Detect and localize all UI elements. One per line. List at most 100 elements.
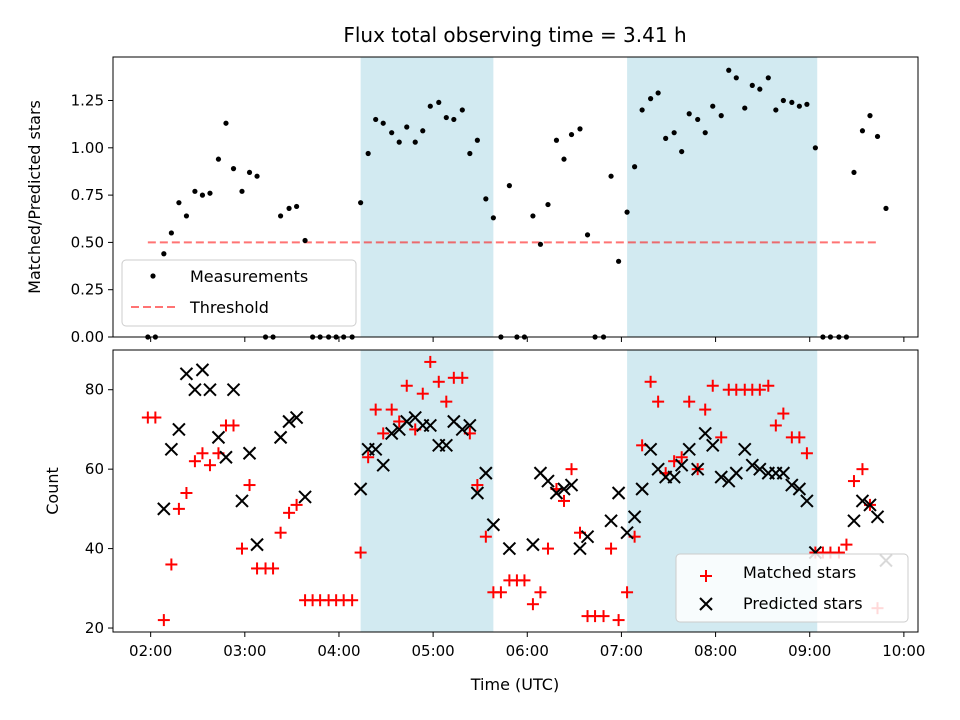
matched-stars-point bbox=[180, 486, 193, 499]
count-y-tick-label: 60 bbox=[85, 460, 104, 478]
measurement-point bbox=[561, 156, 567, 162]
matched-stars-point bbox=[856, 463, 869, 476]
count-legend-box bbox=[675, 553, 909, 623]
matched-stars-point bbox=[699, 403, 712, 416]
measurement-point bbox=[443, 114, 449, 121]
predicted-stars-point bbox=[289, 410, 304, 425]
measurement-point bbox=[710, 103, 716, 109]
matched-stars-point bbox=[605, 542, 618, 555]
x-tick-label: 09:00 bbox=[788, 642, 831, 660]
matched-stars-point bbox=[847, 475, 860, 488]
matched-stars-point bbox=[157, 614, 170, 627]
matched-stars-point bbox=[227, 419, 240, 432]
measurement-point bbox=[459, 107, 465, 113]
measurement-point bbox=[420, 128, 426, 134]
predicted-stars-point bbox=[423, 418, 437, 433]
legend-matched-marker bbox=[700, 570, 712, 582]
measurement-point bbox=[239, 188, 245, 194]
measurement-point bbox=[404, 124, 410, 130]
x-tick-label: 06:00 bbox=[506, 642, 549, 660]
count-legend: Matched stars Predicted stars bbox=[675, 553, 909, 623]
matched-stars-point bbox=[400, 379, 413, 392]
ratio-shaded-interval-2 bbox=[627, 57, 818, 337]
ratio-x-ticks bbox=[150, 337, 905, 342]
ratio-legend-box bbox=[121, 259, 357, 327]
measurement-point bbox=[183, 213, 190, 219]
predicted-stars-point bbox=[439, 438, 454, 453]
measurement-point bbox=[254, 173, 260, 179]
x-axis-label: Time (UTC) bbox=[470, 675, 559, 694]
predicted-stars-points bbox=[157, 363, 893, 568]
measurement-point bbox=[639, 107, 645, 113]
predicted-stars-point bbox=[463, 418, 477, 433]
matched-stars-point bbox=[683, 395, 696, 408]
matched-stars-point bbox=[612, 614, 625, 627]
matched-stars-point bbox=[597, 610, 610, 623]
measurement-point bbox=[293, 203, 300, 210]
predicted-stars-point bbox=[855, 494, 870, 508]
measurement-point bbox=[168, 230, 174, 236]
ratio-y-tick-label: 0.75 bbox=[71, 186, 104, 204]
measurement-point bbox=[773, 107, 779, 113]
matched-stars-point bbox=[715, 431, 728, 444]
matched-stars-point bbox=[369, 403, 382, 416]
measurement-point bbox=[733, 75, 739, 81]
predicted-stars-point bbox=[179, 367, 194, 381]
predicted-stars-point bbox=[674, 458, 689, 472]
measurement-point bbox=[874, 133, 881, 140]
matched-stars-point bbox=[196, 447, 209, 460]
measurement-point bbox=[804, 101, 810, 107]
predicted-stars-point bbox=[195, 363, 210, 377]
measurement-point bbox=[695, 116, 701, 123]
measurement-point bbox=[230, 166, 237, 172]
measurement-point bbox=[765, 75, 771, 81]
measurement-point bbox=[702, 130, 708, 136]
measurement-point bbox=[883, 205, 889, 211]
predicted-stars-point bbox=[470, 486, 485, 500]
predicted-stars-point bbox=[298, 490, 312, 504]
matched-stars-point bbox=[800, 447, 813, 460]
legend-predicted-marker bbox=[699, 597, 713, 611]
matched-stars-point bbox=[706, 379, 719, 392]
predicted-stars-point bbox=[611, 486, 626, 500]
measurement-point bbox=[686, 111, 692, 117]
measurement-point bbox=[436, 99, 442, 106]
matched-stars-point bbox=[769, 419, 782, 432]
matched-stars-point bbox=[644, 375, 657, 388]
measurement-point bbox=[467, 150, 473, 157]
predicted-stars-point bbox=[502, 541, 517, 556]
measurement-point bbox=[749, 82, 755, 88]
count-shaded-interval-1 bbox=[360, 350, 494, 632]
predicted-stars-point bbox=[753, 462, 767, 476]
predicted-stars-point bbox=[557, 482, 571, 496]
measurement-point bbox=[615, 258, 622, 264]
predicted-stars-point bbox=[800, 494, 814, 508]
measurement-point bbox=[718, 113, 724, 119]
measurement-point bbox=[796, 103, 802, 109]
measurement-point bbox=[648, 96, 654, 102]
predicted-stars-point bbox=[376, 458, 390, 472]
predicted-stars-point bbox=[792, 482, 807, 496]
predicted-stars-point bbox=[549, 486, 564, 500]
predicted-stars-point bbox=[157, 502, 171, 516]
predicted-stars-point bbox=[580, 529, 595, 544]
matched-stars-point bbox=[346, 594, 359, 607]
predicted-stars-point bbox=[400, 414, 414, 429]
measurement-point bbox=[608, 173, 614, 179]
measurement-point bbox=[632, 164, 638, 170]
predicted-stars-point bbox=[188, 383, 202, 397]
x-tick-label: 05:00 bbox=[411, 642, 454, 660]
legend-matched-label: Matched stars bbox=[743, 563, 856, 582]
predicted-stars-point bbox=[203, 383, 217, 397]
measurement-point bbox=[223, 120, 229, 126]
matched-stars-point bbox=[377, 427, 390, 440]
measurement-point bbox=[199, 192, 206, 198]
measurement-point bbox=[490, 215, 496, 221]
legend-threshold-label: Threshold bbox=[189, 298, 269, 317]
matched-stars-point bbox=[393, 415, 406, 428]
measurement-point bbox=[577, 126, 583, 132]
predicted-stars-point bbox=[714, 470, 728, 484]
matched-stars-point bbox=[424, 355, 437, 368]
matched-stars-point bbox=[456, 371, 469, 384]
